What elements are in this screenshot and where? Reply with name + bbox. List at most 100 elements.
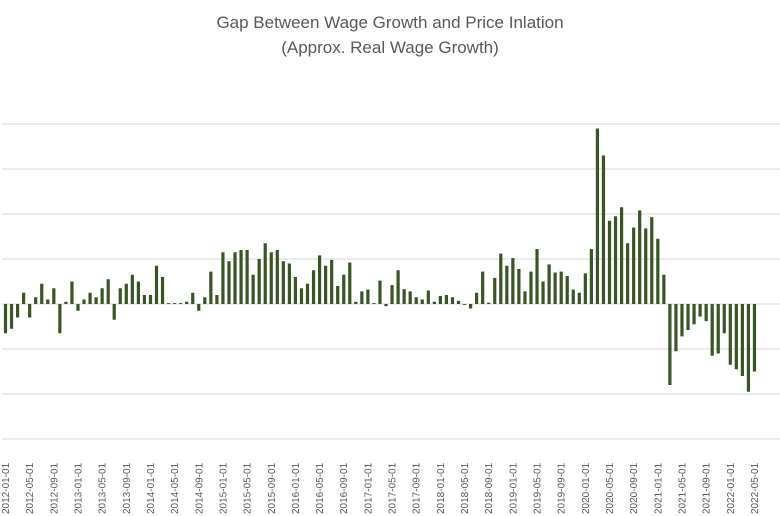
- bar: [523, 291, 527, 304]
- bar: [100, 288, 104, 304]
- bar: [420, 299, 424, 304]
- bar: [517, 268, 521, 304]
- bar: [716, 304, 720, 354]
- bar: [106, 279, 110, 304]
- x-tick-label: 2016-09-01: [339, 462, 350, 514]
- bar: [46, 299, 50, 304]
- bar: [94, 297, 98, 304]
- bar: [626, 243, 630, 304]
- bar: [499, 253, 503, 304]
- bar: [142, 295, 147, 304]
- bar: [215, 295, 219, 304]
- bar: [414, 297, 418, 304]
- bar: [511, 258, 515, 304]
- x-tick-label: 2013-01-01: [73, 462, 84, 514]
- bar: [746, 304, 751, 392]
- bar: [354, 301, 358, 304]
- bar: [348, 262, 352, 304]
- bar: [64, 301, 68, 304]
- bar: [426, 290, 430, 304]
- bar: [293, 277, 298, 304]
- x-tick-label: 2016-01-01: [291, 462, 302, 514]
- x-tick-label: 2018-01-01: [436, 462, 447, 514]
- bar: [58, 304, 62, 334]
- bar: [468, 304, 473, 309]
- bar: [571, 289, 575, 304]
- bar: [179, 303, 183, 304]
- bar: [601, 155, 606, 304]
- bar: [191, 292, 195, 304]
- bar: [632, 227, 636, 304]
- bar: [112, 304, 116, 320]
- bar: [160, 277, 165, 304]
- bar: [317, 255, 322, 304]
- bar: [589, 249, 593, 304]
- bar: [535, 249, 539, 304]
- bar: [505, 265, 509, 304]
- bar: [287, 263, 291, 304]
- bar: [438, 295, 442, 304]
- bar: [384, 304, 388, 307]
- bar: [3, 304, 8, 334]
- bar: [432, 301, 436, 304]
- bar: [185, 301, 189, 304]
- bar: [257, 259, 261, 304]
- bar: [553, 272, 557, 304]
- bar: [722, 304, 726, 334]
- bar: [22, 292, 26, 304]
- bar: [245, 250, 249, 304]
- x-tick-label: 2019-09-01: [557, 462, 568, 514]
- bar: [408, 291, 412, 304]
- x-tick-label: 2016-05-01: [315, 462, 326, 514]
- bar: [565, 276, 569, 304]
- x-tick-label: 2022-01-01: [726, 462, 737, 514]
- chart-title: Gap Between Wage Growth and Price Inlati…: [216, 13, 564, 32]
- bar: [613, 216, 618, 304]
- x-tick-label: 2017-01-01: [363, 462, 374, 514]
- bar: [607, 220, 612, 304]
- bar: [686, 304, 690, 331]
- x-tick-label: 2017-09-01: [412, 462, 423, 514]
- bar: [281, 261, 285, 304]
- gridlines: [2, 123, 780, 440]
- bar: [221, 252, 225, 304]
- bar: [704, 304, 708, 322]
- x-tick-label: 2020-01-01: [581, 462, 592, 514]
- bar: [118, 288, 122, 304]
- bar: [251, 274, 255, 304]
- x-tick-label: 2015-09-01: [267, 462, 278, 514]
- bar: [88, 292, 92, 304]
- bar: [299, 288, 304, 304]
- x-axis-tick-labels: 2012-01-01 2012-05-01 2012-09-01 2013-01-01…: [1, 462, 761, 514]
- bar: [130, 274, 134, 304]
- chart-subtitle: (Approx. Real Wage Growth): [281, 38, 499, 57]
- bar: [154, 265, 159, 304]
- bar: [336, 286, 340, 304]
- bar: [493, 277, 497, 304]
- bar: [734, 304, 738, 370]
- x-tick-label: 2014-01-01: [146, 462, 157, 514]
- bar: [529, 271, 533, 304]
- bar: [305, 283, 310, 304]
- bar: [9, 304, 14, 329]
- bar: [475, 292, 479, 304]
- bar: [644, 228, 648, 304]
- bar: [692, 304, 696, 325]
- bar: [372, 303, 376, 304]
- bar: [197, 304, 201, 311]
- x-tick-label: 2021-05-01: [677, 462, 688, 514]
- bar: [173, 303, 177, 304]
- bar: [680, 304, 684, 337]
- bar: [70, 281, 74, 304]
- bar: [275, 250, 279, 304]
- x-tick-label: 2018-09-01: [484, 462, 495, 514]
- x-tick-label: 2015-01-01: [218, 462, 229, 514]
- bar: [752, 304, 757, 372]
- bar: [203, 297, 207, 304]
- x-tick-label: 2012-01-01: [1, 462, 12, 514]
- bar: [366, 289, 370, 304]
- bar: [559, 271, 563, 304]
- x-tick-label: 2019-01-01: [508, 462, 519, 514]
- bar: [656, 238, 660, 304]
